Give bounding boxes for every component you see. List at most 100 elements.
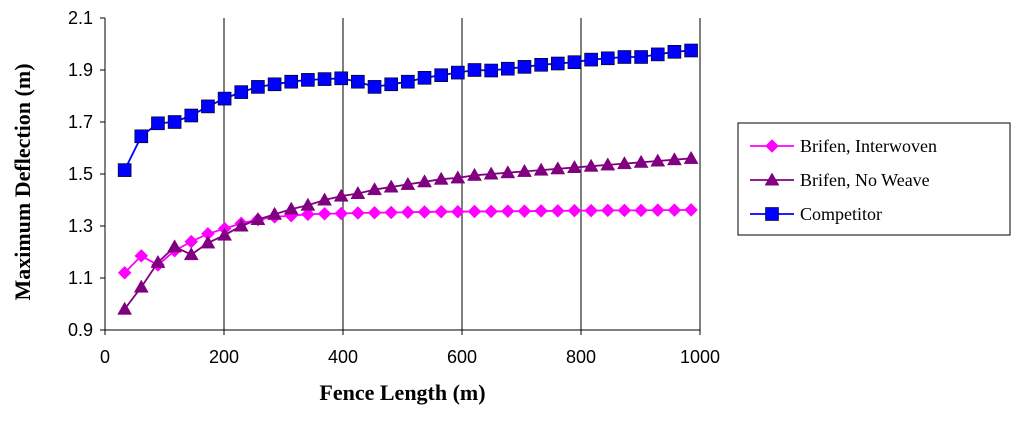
y-tick-label: 1.3 [68,216,93,236]
data-point [451,65,465,80]
data-point [184,108,199,123]
data-point [234,85,249,99]
data-point [184,234,199,249]
data-point [151,116,165,131]
plot-frame [100,17,701,335]
legend-item: Brifen, No Weave [750,170,930,190]
tick-labels: 0.9 1.1 1.3 1.5 1.7 1.9 2.1 0 200 400 600 800 1000 [68,8,720,367]
legend-label: Brifen, No Weave [800,170,930,190]
data-point [217,227,233,241]
data-point [317,192,332,206]
data-point [650,47,665,62]
data-point [650,203,665,217]
data-point [500,204,515,219]
legend-marker [764,172,780,186]
data-point [417,205,432,219]
grid-lines [223,18,701,330]
data-point [117,265,132,280]
data-point [167,115,182,129]
y-tick-label: 1.1 [68,268,93,288]
y-tick-label: 1.9 [68,60,93,80]
data-point [483,166,499,180]
data-point [367,182,382,196]
data-point [283,201,299,215]
data-point [334,71,349,86]
data-point [633,154,649,168]
data-point [384,205,399,220]
legend: Brifen, Interwoven Brifen, No Weave Compet… [737,122,1011,236]
x-tick-label: 400 [328,347,358,367]
y-tick-label: 1.5 [68,164,93,184]
data-point [367,205,382,220]
data-point [150,254,166,268]
data-point [367,80,382,94]
y-tick-label: 2.1 [68,8,93,28]
data-point [317,206,332,221]
data-point [301,207,315,222]
data-point [684,203,698,217]
data-point [350,185,366,199]
data-point [134,249,149,263]
data-point [567,203,582,218]
x-axis-title: Fence Length (m) [319,380,485,405]
data-point [417,71,432,85]
data-point [401,205,415,220]
y-tick-label: 0.9 [68,320,93,340]
data-point [434,204,449,219]
legend-label: Competitor [800,204,882,224]
data-point [667,203,682,217]
data-point [550,204,565,218]
data-point [550,161,566,175]
data-point [501,61,515,76]
data-point [600,157,616,171]
data-point [450,170,466,184]
data-point [351,206,365,220]
data-point [117,163,132,177]
data-point [134,129,149,144]
legend-marker [765,207,779,221]
data-point [634,50,648,64]
data-point [217,91,232,106]
legend-item: Brifen, Interwoven [750,136,937,156]
data-point [484,63,498,78]
data-point [251,80,265,94]
data-point [517,163,532,177]
data-point [666,152,682,166]
y-tick-label: 1.7 [68,112,93,132]
data-point [683,150,699,164]
data-point [233,218,249,232]
data-point [433,171,449,185]
data-point [284,74,299,89]
data-point [517,60,532,74]
data-point [533,162,549,176]
data-point [450,204,465,219]
data-point [517,204,532,219]
data-point [667,44,682,59]
data-point [267,77,282,92]
x-tick-label: 0 [100,347,110,367]
data-point [333,188,349,202]
data-point [167,239,183,253]
data-point [467,204,482,219]
data-point [300,197,316,211]
data-point [684,43,698,58]
data-point [400,176,416,190]
data-point [383,179,399,193]
x-tick-label: 200 [209,347,239,367]
series-triangle [117,150,699,315]
data-point [484,204,499,219]
data-point [183,247,199,261]
data-point [434,68,448,82]
data-point [301,73,315,87]
data-point [617,50,632,64]
legend-box [737,122,1011,236]
x-tick-label: 800 [566,347,596,367]
data-point [567,55,582,70]
x-tick-label: 600 [447,347,477,367]
data-point [617,203,632,218]
data-point [584,203,598,218]
data-point [417,174,432,188]
data-point [600,51,615,66]
series-square [117,43,698,177]
data-point [317,72,332,86]
